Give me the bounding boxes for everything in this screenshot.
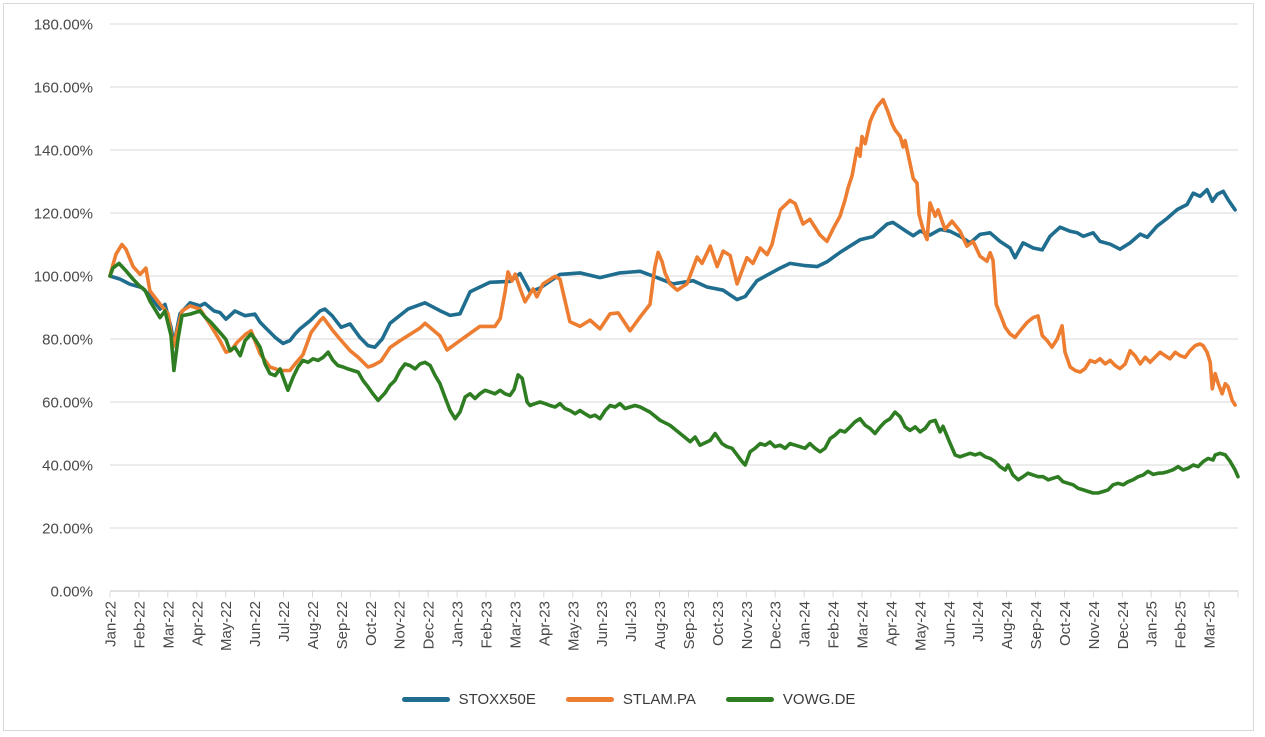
legend-label-vowg-de: VOWG.DE [782,691,856,708]
x-axis-tick-label: Mar-22 [160,601,177,649]
x-axis-tick-label: Sep-23 [681,601,698,649]
x-axis-tick-label: Jun-24 [941,601,958,647]
y-axis-tick-label: 120.00% [34,206,93,223]
y-axis-tick-label: 140.00% [34,143,93,160]
series-line-vowg-de [108,261,1240,495]
x-axis-tick-label: Aug-24 [999,601,1016,649]
chart-frame [3,3,1254,731]
x-axis-tick-label: Mar-23 [507,601,524,649]
x-axis-tick-label: Apr-23 [536,601,553,646]
legend-line-swatch-stlam-pa [565,697,614,702]
x-axis-tick-label: Nov-22 [392,601,409,649]
x-axis-tick-label: Jan-22 [103,601,120,647]
series-line-stoxx50e [108,187,1237,350]
x-axis-tick-label: Feb-23 [479,601,496,649]
y-axis-tick-label: 100.00% [34,269,93,286]
x-axis-tick-label: Mar-24 [855,601,872,649]
x-axis-tick-label: Dec-22 [421,601,438,649]
x-axis-tick-label: Jan-23 [450,601,467,647]
legend-label-stoxx50e: STOXX50E [458,691,536,708]
x-axis-tick-label: Mar-25 [1202,601,1219,649]
legend-line-swatch-vowg-de [725,697,774,702]
x-axis-tick-label: May-22 [218,601,235,651]
x-axis-tick-label: Oct-24 [1057,601,1074,646]
y-axis-tick-label: 60.00% [42,395,93,412]
x-axis-tick-label: Dec-24 [1115,601,1132,649]
y-axis-tick-label: 0.00% [50,584,93,601]
x-axis-tick-label: Jan-24 [797,601,814,647]
y-axis-tick-label: 40.00% [42,458,93,475]
x-axis-tick-label: May-23 [565,601,582,651]
y-axis-tick-label: 20.00% [42,521,93,538]
legend-item-stoxx50e[interactable]: STOXX50E [401,691,536,708]
legend-item-stlam-pa[interactable]: STLAM.PA [565,691,696,708]
x-axis-tick-label: Aug-22 [305,601,322,649]
legend-item-vowg-de[interactable]: VOWG.DE [725,691,856,708]
x-axis-tick-label: Jun-23 [594,601,611,647]
x-axis-tick-label: Aug-23 [652,601,669,649]
x-axis-tick-label: Jul-22 [276,601,293,642]
x-axis-tick-label: Sep-22 [334,601,351,649]
x-axis-tick-label: Dec-23 [768,601,785,649]
x-axis-tick-label: Nov-24 [1086,601,1103,649]
y-axis-tick-label: 180.00% [34,17,93,34]
x-axis-tick-label: Oct-23 [710,601,727,646]
legend-line-swatch-stoxx50e [401,697,450,702]
x-axis-tick-label: Feb-24 [826,601,843,649]
x-axis-tick-label: Oct-22 [363,601,380,646]
x-axis-tick-label: Apr-24 [883,601,900,646]
x-axis-tick-label: Sep-24 [1028,601,1045,649]
x-axis-tick-label: Jan-25 [1144,601,1161,647]
chart-legend: STOXX50E STLAM.PA VOWG.DE [3,691,1254,708]
y-axis-tick-label: 160.00% [34,80,93,97]
series-line-stlam-pa [108,97,1237,407]
x-axis-tick-label: Jul-23 [623,601,640,642]
x-axis-tick-label: Apr-22 [189,601,206,646]
x-axis-tick-label: May-24 [912,601,929,651]
x-axis-tick-label: Nov-23 [739,601,756,649]
y-axis-tick-label: 80.00% [42,332,93,349]
legend-label-stlam-pa: STLAM.PA [622,691,696,708]
x-axis-tick-label: Jun-22 [247,601,264,647]
x-axis-tick-label: Feb-25 [1173,601,1190,649]
x-axis-tick-label: Feb-22 [131,601,148,649]
x-axis-tick-label: Jul-24 [970,601,987,642]
